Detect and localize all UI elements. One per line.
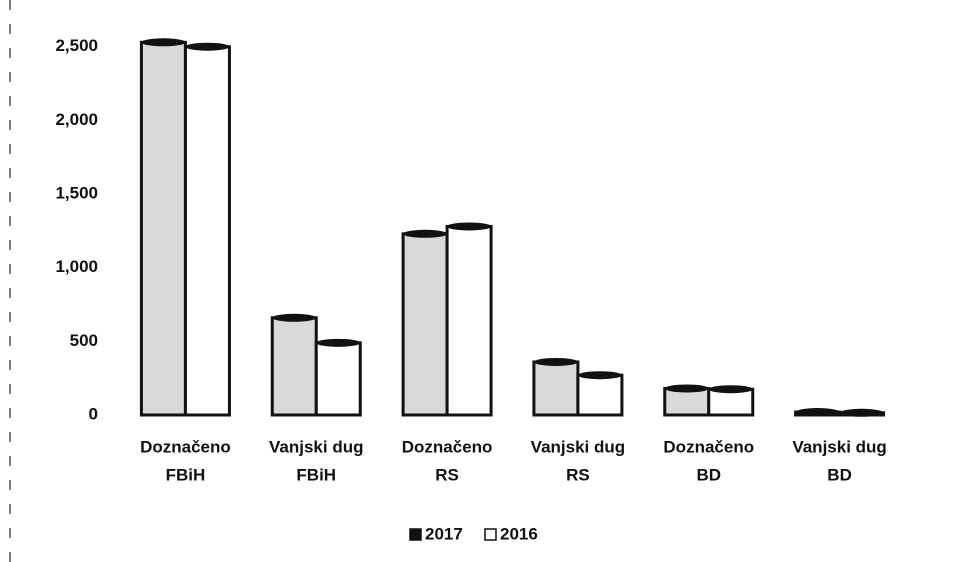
x-tick-label: Vanjski dug bbox=[269, 437, 363, 456]
bar bbox=[663, 386, 711, 417]
bar-cap bbox=[839, 408, 884, 417]
legend-label: 2017 bbox=[425, 524, 463, 543]
bar bbox=[707, 387, 755, 417]
y-tick-label: 2,500 bbox=[55, 36, 98, 55]
bar-cap bbox=[533, 357, 578, 366]
legend-swatch bbox=[409, 528, 422, 541]
x-tick-label: FBiH bbox=[166, 465, 206, 484]
x-tick-label: FBiH bbox=[296, 465, 336, 484]
legend-swatch bbox=[484, 528, 497, 541]
bar-cap bbox=[141, 38, 186, 47]
bar-cap bbox=[185, 42, 230, 51]
y-tick-label: 0 bbox=[89, 404, 98, 423]
bar-cap bbox=[708, 385, 753, 394]
x-tick-label: Vanjski dug bbox=[531, 437, 625, 456]
x-tick-label: Doznačeno bbox=[402, 437, 493, 456]
bar-cap bbox=[795, 408, 840, 417]
bar bbox=[270, 316, 318, 417]
bar bbox=[139, 40, 187, 417]
y-tick-label: 500 bbox=[70, 331, 98, 350]
bar bbox=[401, 232, 449, 417]
bar-cap bbox=[447, 222, 492, 231]
x-tick-label: RS bbox=[566, 465, 590, 484]
x-tick-label: BD bbox=[827, 465, 852, 484]
x-tick-label: Vanjski dug bbox=[792, 437, 886, 456]
bar bbox=[576, 373, 624, 417]
y-tick-label: 1,500 bbox=[55, 184, 98, 203]
x-tick-label: Doznačeno bbox=[140, 437, 231, 456]
bar-cap bbox=[272, 313, 317, 322]
x-tick-label: BD bbox=[696, 465, 721, 484]
y-tick-label: 1,000 bbox=[55, 257, 98, 276]
bar bbox=[183, 45, 231, 417]
bar bbox=[314, 341, 362, 417]
x-tick-label: RS bbox=[435, 465, 459, 484]
y-tick-label: 2,000 bbox=[55, 110, 98, 129]
bar-cap bbox=[316, 338, 361, 347]
x-tick-label: Doznačeno bbox=[663, 437, 754, 456]
bar bbox=[445, 224, 493, 417]
bar-cap bbox=[403, 229, 448, 238]
bar-cap bbox=[577, 371, 622, 380]
bar bbox=[532, 360, 580, 417]
bar-cap bbox=[664, 384, 709, 393]
legend-label: 2016 bbox=[500, 524, 538, 543]
